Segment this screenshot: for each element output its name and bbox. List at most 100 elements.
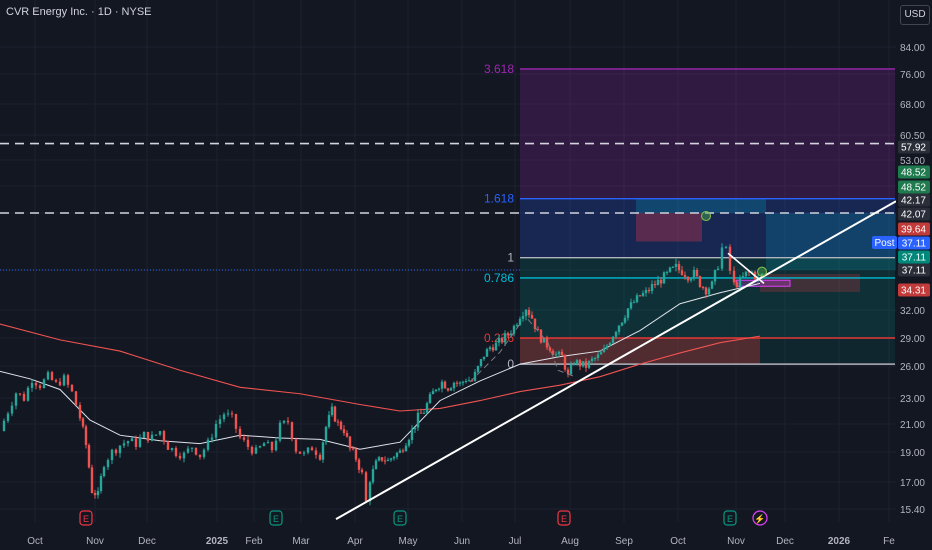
candle-body bbox=[716, 268, 720, 271]
currency-button[interactable]: USD bbox=[900, 5, 930, 25]
post-badge-label: Post bbox=[874, 238, 894, 249]
candle-body bbox=[527, 309, 531, 316]
candle-body bbox=[491, 347, 495, 351]
candle-body bbox=[138, 437, 142, 447]
moving-averages bbox=[0, 282, 761, 450]
candle-body bbox=[452, 382, 456, 389]
price-tick-label: 68.00 bbox=[900, 100, 925, 111]
candle-body bbox=[10, 405, 14, 414]
price-tick-label: 19.00 bbox=[900, 448, 925, 459]
time-tick-label: Dec bbox=[138, 536, 156, 547]
candle-body bbox=[497, 337, 501, 343]
price-badge-label: 48.52 bbox=[901, 168, 926, 179]
candle-body bbox=[482, 356, 486, 360]
candle-body bbox=[354, 449, 358, 460]
candle-body bbox=[596, 354, 600, 358]
candle-body bbox=[668, 267, 672, 272]
price-tick-label: 76.00 bbox=[900, 70, 925, 81]
candle-body bbox=[226, 413, 230, 415]
candle-body bbox=[38, 385, 42, 389]
candle-body bbox=[572, 364, 576, 366]
candle-body bbox=[545, 338, 549, 348]
candle-body bbox=[584, 361, 588, 368]
event-markers[interactable]: E E E E E ⚡ bbox=[79, 510, 768, 526]
candle-body bbox=[368, 482, 372, 502]
candle-body bbox=[78, 405, 82, 419]
candle-body bbox=[34, 382, 38, 386]
candle-body bbox=[695, 269, 699, 277]
candle-body bbox=[623, 317, 627, 323]
candle-body bbox=[286, 420, 290, 423]
stop-box bbox=[636, 213, 702, 242]
candle-body bbox=[278, 422, 282, 441]
projection-dashed bbox=[469, 323, 521, 383]
candle-body bbox=[590, 358, 594, 361]
candle-body bbox=[671, 266, 675, 268]
candle-body bbox=[330, 406, 334, 416]
candle-body bbox=[26, 387, 30, 401]
fib-label: 0 bbox=[507, 357, 514, 371]
candle-body bbox=[238, 428, 242, 438]
candle-body bbox=[74, 391, 78, 406]
candle-body bbox=[659, 279, 663, 284]
ma-short-line bbox=[0, 282, 761, 450]
time-tick-label: Fe bbox=[883, 536, 895, 547]
candle-body bbox=[258, 446, 262, 448]
candle-body bbox=[218, 419, 222, 425]
candle-body bbox=[434, 389, 438, 392]
price-badge-label: 37.11 bbox=[902, 266, 927, 277]
candle-body bbox=[569, 364, 573, 375]
candle-body bbox=[46, 372, 50, 380]
candle-body bbox=[563, 355, 567, 370]
candle-body bbox=[380, 457, 384, 461]
candle-body bbox=[202, 449, 206, 457]
candle-body bbox=[222, 414, 226, 420]
earnings-marker bbox=[393, 510, 407, 526]
fib-label: 0.786 bbox=[484, 271, 514, 285]
candle-body bbox=[87, 445, 91, 468]
candle-body bbox=[162, 431, 166, 442]
candle-body bbox=[449, 388, 453, 391]
candle-body bbox=[410, 429, 414, 440]
ma-long-line bbox=[0, 323, 761, 412]
candle-body bbox=[242, 437, 246, 440]
event-marker-label: ⚡ bbox=[754, 513, 765, 525]
candle-body bbox=[560, 351, 564, 356]
time-axis[interactable]: Oct Nov Dec 2025 Feb Mar Apr May Jun Jul Aug Sep Oct… bbox=[27, 536, 895, 547]
candle-body bbox=[174, 448, 178, 456]
candle-body bbox=[416, 412, 420, 428]
candle-body bbox=[662, 272, 666, 284]
event-marker-label: E bbox=[83, 514, 89, 524]
candle-body bbox=[515, 324, 519, 326]
price-tick-label: 53.00 bbox=[900, 156, 925, 167]
price-badge-label: 57.92 bbox=[901, 143, 926, 154]
price-badge-label: 48.52 bbox=[901, 183, 926, 194]
price-tick-label: 17.00 bbox=[900, 478, 925, 489]
candle-body bbox=[178, 455, 182, 459]
candle-body bbox=[566, 369, 570, 375]
candle-body bbox=[674, 263, 678, 267]
candle-body bbox=[2, 420, 6, 431]
candle-body bbox=[250, 446, 254, 454]
candle-body bbox=[234, 414, 238, 429]
candle-body bbox=[274, 440, 278, 451]
candle-body bbox=[114, 449, 118, 454]
candle-body bbox=[99, 476, 103, 492]
time-tick-label: Aug bbox=[561, 536, 579, 547]
candle-body bbox=[446, 388, 450, 391]
candle-body bbox=[413, 427, 417, 430]
time-tick-label: Oct bbox=[670, 536, 686, 547]
candle-body bbox=[54, 379, 58, 382]
earnings-marker bbox=[269, 510, 283, 526]
price-badge bbox=[898, 180, 930, 194]
candle-body bbox=[154, 434, 158, 436]
candle-body bbox=[342, 429, 346, 434]
candle-body bbox=[407, 439, 411, 446]
candle-body bbox=[575, 360, 579, 365]
candle-body bbox=[110, 449, 114, 461]
price-tick-label: 84.00 bbox=[900, 43, 925, 54]
candle-body bbox=[198, 454, 202, 457]
time-tick-label: Jul bbox=[509, 536, 522, 547]
candle-body bbox=[419, 412, 423, 414]
